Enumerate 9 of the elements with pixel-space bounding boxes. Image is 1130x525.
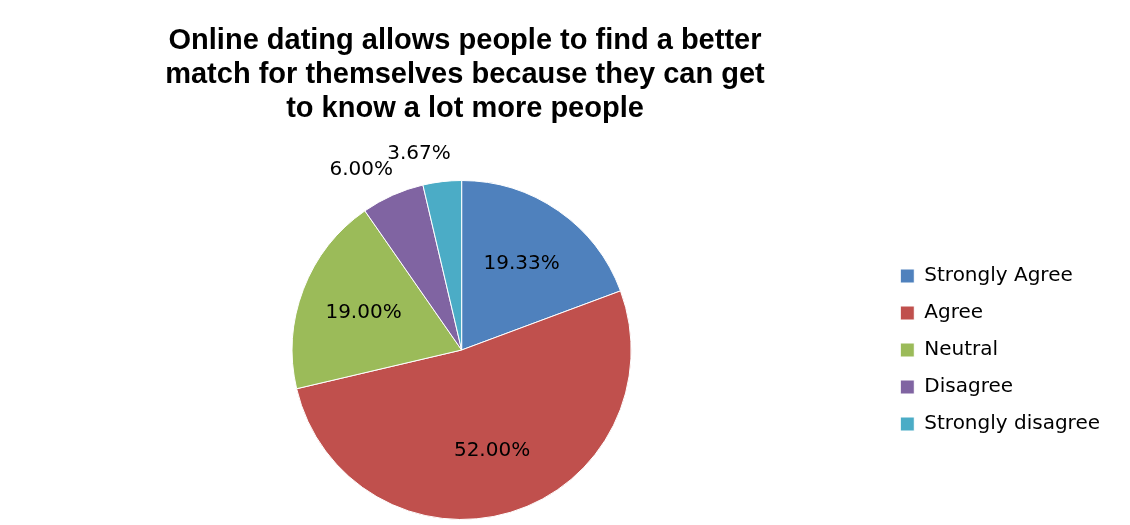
data-label: 52.00% [453,436,531,461]
legend-label: Strongly Agree [924,262,1073,287]
legend-label: Agree [924,299,984,324]
data-label: 19.33% [483,249,560,274]
legend-label: Neutral [924,336,999,361]
chart-title: Online dating allows people to find a better match for themselves because they can get to know a lot more people [164,22,766,124]
legend-label: Disagree [924,373,1014,398]
data-label: 19.00% [325,298,402,323]
legend-label: Strongly disagree [924,410,1101,435]
